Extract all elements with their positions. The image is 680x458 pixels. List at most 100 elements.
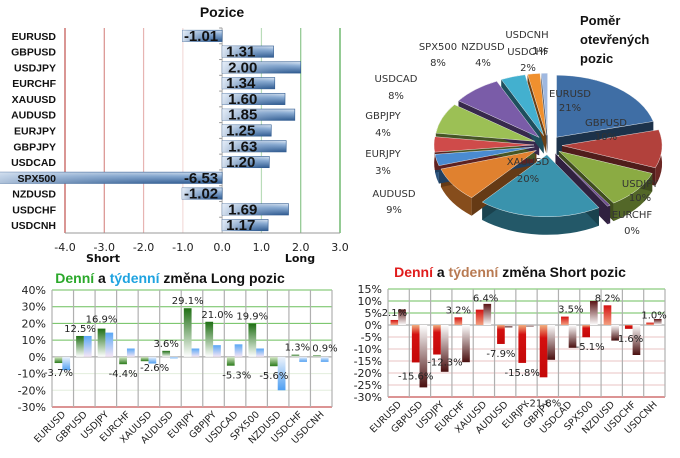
category-label: EURUSD <box>12 31 57 43</box>
pie-slice <box>500 74 544 136</box>
data-label: -15.6% <box>398 371 433 382</box>
pie-slice-label: USDJPY <box>622 179 659 190</box>
position-bar-highlight <box>182 187 223 200</box>
category-label: XAUUSD <box>12 94 57 106</box>
daily-change-bar <box>518 325 527 363</box>
data-label: -4.4% <box>109 369 138 380</box>
pie-slice-percent: 1% <box>532 46 548 57</box>
pie-slice <box>527 73 547 136</box>
y-tick-label: -15% <box>354 355 382 368</box>
daily-change-bar <box>411 325 420 363</box>
short-change-chart: Denní a týdenní změna Short pozic 2.1% -1… <box>354 264 667 436</box>
data-label: -5.1% <box>576 342 605 353</box>
data-label: 1.3% <box>285 343 310 354</box>
pie-slice <box>440 150 537 198</box>
daily-change-bar <box>119 356 127 365</box>
title-part: týdenní <box>449 264 500 280</box>
position-value-label: -6.53 <box>184 170 218 187</box>
category-label: USDJPY <box>14 62 56 74</box>
position-value-label: 1.60 <box>228 91 257 108</box>
positions-chart: Pozice -1.01 1.312.001.341.601.851.251.63… <box>0 4 349 265</box>
weekly-change-bar <box>256 348 264 357</box>
positions-x-ticks: -4.0 -3.0 -2.0 -1.0 0.0 1.0 2.0 3.0 <box>54 241 348 254</box>
data-label: 19.9% <box>236 312 268 323</box>
short-change-data-labels: 2.1% -15.6% -12.3% 3.2%6.4% -7.9% -15.8% -21.8… <box>382 293 667 409</box>
position-bar-highlight <box>222 124 272 137</box>
weekly-change-bar <box>419 325 428 388</box>
daily-change-bar <box>497 325 505 344</box>
data-label: 8.2% <box>595 293 620 304</box>
daily-change-bar <box>291 354 300 357</box>
y-tick-label: 5% <box>365 307 382 320</box>
positions-category-labels: EURUSD GBPUSD USDJPY EURCHF XAUUSD AUDUSD EURJ… <box>11 31 57 232</box>
pie-slice-percent: 4% <box>475 58 491 69</box>
position-bar-highlight <box>222 156 270 168</box>
position-bar-highlight <box>0 172 223 184</box>
y-tick-label: -20% <box>18 384 46 397</box>
title-part: týdenní <box>110 270 161 286</box>
daily-change-bar <box>561 316 569 325</box>
position-bar-highlight <box>222 45 274 58</box>
category-label: NZDUSD <box>12 189 56 201</box>
position-value-label: 1.25 <box>226 123 255 140</box>
pie-slice-percent: 20% <box>517 174 539 185</box>
weekly-change-bar <box>611 325 619 341</box>
position-bar-highlight <box>182 30 223 42</box>
daily-change-bar <box>54 356 63 364</box>
open-ratio-pie-chart: Poměr otevřených pozic EURUSD 21% GBPUSD 10… <box>365 13 663 237</box>
y-tick-label: -25% <box>354 379 382 392</box>
daily-change-bar <box>76 335 84 357</box>
data-label: 6.4% <box>473 294 498 305</box>
data-label: -21.8% <box>526 398 561 409</box>
daily-change-bar <box>162 350 171 357</box>
weekly-change-bar <box>170 356 178 359</box>
position-bar-highlight <box>222 219 269 231</box>
short-label: Short <box>86 252 120 265</box>
x-tick-label: 0.0 <box>213 241 231 254</box>
open-ratio-title-line-1: Poměr <box>580 13 620 28</box>
daily-change-bar <box>140 356 149 362</box>
weekly-change-bar <box>440 325 449 372</box>
y-tick-label: -30% <box>18 401 46 414</box>
weekly-change-bar <box>547 325 556 360</box>
weekly-change-bar <box>191 348 200 357</box>
daily-change-bar <box>269 356 278 367</box>
y-tick-label: -10% <box>354 343 382 356</box>
position-bar-highlight <box>222 93 285 105</box>
category-label: GBPUSD <box>11 47 56 59</box>
data-label: -1.6% <box>614 334 643 345</box>
pie-slice <box>435 104 536 142</box>
weekly-change-bar <box>632 325 641 355</box>
title-part: změna Long pozic <box>160 270 285 286</box>
category-label: USDCHF <box>12 204 56 216</box>
position-bar-highlight <box>222 203 289 216</box>
daily-change-bar <box>646 322 654 325</box>
weekly-change-bar <box>398 309 406 325</box>
short-change-grid <box>387 288 666 398</box>
pie-slice-percent: 0% <box>624 226 640 237</box>
daily-change-bar <box>454 317 463 325</box>
y-tick-label: 10% <box>358 295 382 308</box>
weekly-change-bar <box>462 325 470 363</box>
position-bar-highlight <box>222 77 275 89</box>
pie-slice-percent: 21% <box>559 103 581 114</box>
daily-change-bar <box>603 305 612 325</box>
pie-slice <box>558 150 653 204</box>
pie-slice-percent: 10% <box>595 132 617 143</box>
pie-slice <box>541 73 548 136</box>
category-label: USDCNH <box>11 220 56 232</box>
data-label: 16.9% <box>86 315 118 326</box>
pie-slice-percent: 4% <box>375 128 391 139</box>
y-tick-label: 0% <box>29 351 46 364</box>
weekly-change-bar <box>126 348 135 357</box>
position-value-label: -1.02 <box>184 186 218 203</box>
pie-slice-side <box>482 202 599 235</box>
data-label: 12.5% <box>64 324 96 335</box>
weekly-change-bar <box>213 345 221 357</box>
weekly-change-bar <box>653 319 662 325</box>
weekly-change-bar <box>105 332 114 357</box>
pie-slice-percent: 9% <box>386 205 402 216</box>
weekly-change-bar <box>504 325 513 328</box>
pie-slice-label: EURJPY <box>365 149 401 160</box>
x-tick-label: -4.0 <box>54 241 75 254</box>
